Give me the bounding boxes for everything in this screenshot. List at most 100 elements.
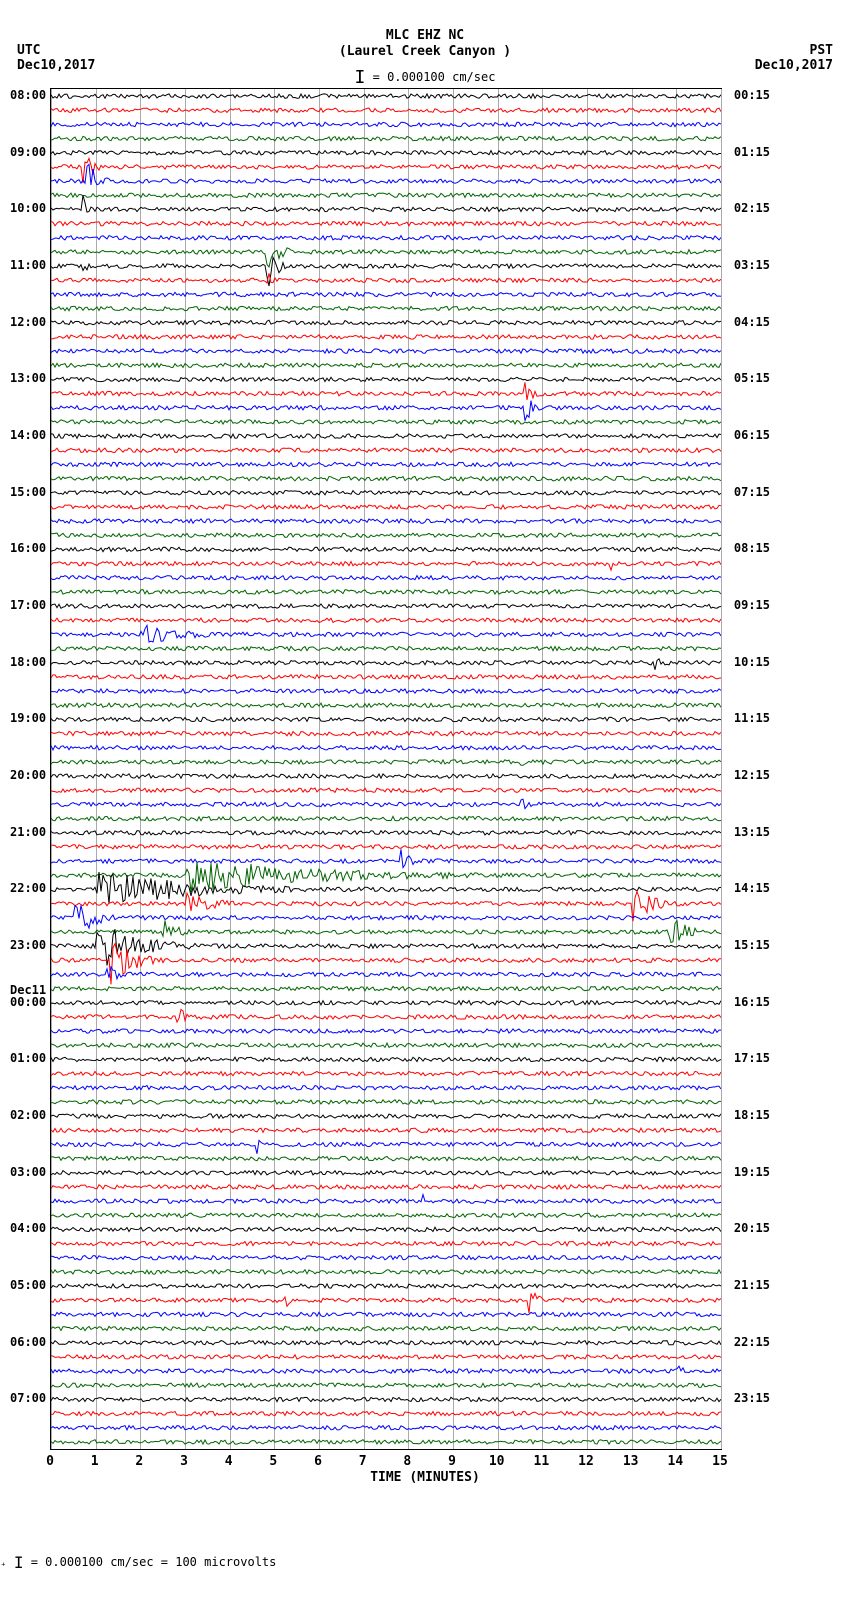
seismic-trace [51, 505, 721, 509]
seismic-trace [51, 434, 721, 438]
seismic-trace [51, 491, 721, 495]
seismic-trace [51, 1071, 721, 1075]
pst-hour-label: 10:15 [734, 655, 770, 669]
station-code: MLC EHZ NC [0, 28, 850, 44]
pst-hour-label: 19:15 [734, 1165, 770, 1179]
seismic-trace [51, 1411, 721, 1415]
footer-scale: ₊ I = 0.000100 cm/sec = 100 microvolts [0, 1553, 276, 1572]
pst-hour-label: 15:15 [734, 938, 770, 952]
utc-hour-label: 23:00 [10, 938, 46, 952]
seismic-trace [51, 561, 721, 570]
seismic-trace [51, 193, 721, 197]
x-tick: 11 [534, 1454, 550, 1469]
seismic-trace [51, 731, 721, 735]
pst-hour-label: 17:15 [734, 1051, 770, 1065]
seismic-trace [51, 1440, 721, 1444]
seismic-trace [51, 625, 721, 642]
pst-hour-label: 05:15 [734, 371, 770, 385]
x-tick: 14 [668, 1454, 684, 1469]
seismic-trace [51, 849, 721, 867]
pst-hour-label: 08:15 [734, 541, 770, 555]
seismic-trace [51, 1326, 721, 1330]
seismic-trace [51, 1383, 721, 1387]
seismogram-plot [50, 88, 722, 1450]
grid-line-vertical [721, 89, 722, 1449]
seismic-trace [51, 746, 721, 750]
seismogram-container: MLC EHZ NC (Laurel Creek Canyon ) UTC De… [0, 0, 850, 1613]
seismic-trace [51, 401, 721, 421]
x-tick: 15 [712, 1454, 728, 1469]
seismic-trace [51, 1241, 721, 1245]
seismic-trace [51, 108, 721, 112]
utc-hour-label: 09:00 [10, 145, 46, 159]
seismic-trace [51, 448, 721, 452]
x-tick: 5 [269, 1454, 277, 1469]
seismic-trace [51, 158, 721, 183]
seismic-trace [51, 986, 721, 990]
seismic-trace [51, 1128, 721, 1132]
utc-hour-label: 15:00 [10, 485, 46, 499]
pst-hour-label: 00:15 [734, 88, 770, 102]
seismic-trace [51, 590, 721, 594]
pst-hour-label: 12:15 [734, 768, 770, 782]
seismic-trace [51, 320, 721, 325]
seismic-trace [51, 257, 721, 286]
utc-hour-label: 05:00 [10, 1278, 46, 1292]
seismic-trace [51, 944, 721, 985]
footer-bar-icon: I [14, 1553, 24, 1572]
seismic-trace [51, 1010, 721, 1023]
seismic-trace [51, 195, 721, 212]
utc-hour-label: 18:00 [10, 655, 46, 669]
pst-hour-label: 21:15 [734, 1278, 770, 1292]
pst-hour-label: 22:15 [734, 1335, 770, 1349]
seismic-trace [51, 151, 721, 155]
seismic-trace [51, 1195, 721, 1204]
seismic-trace [51, 1227, 721, 1231]
x-axis-title: TIME (MINUTES) [0, 1470, 850, 1485]
seismic-trace [51, 1140, 721, 1153]
pst-hour-label: 02:15 [734, 201, 770, 215]
x-tick: 4 [225, 1454, 233, 1469]
seismic-trace [51, 462, 721, 466]
seismic-trace [51, 335, 721, 339]
utc-hour-label: 13:00 [10, 371, 46, 385]
seismic-trace [51, 1284, 721, 1288]
x-tick: 7 [359, 1454, 367, 1469]
seismic-trace [51, 547, 721, 551]
seismic-trace [51, 1312, 721, 1316]
seismic-trace [51, 675, 721, 679]
scale-text: = 0.000100 cm/sec [373, 70, 496, 84]
utc-label: UTC [17, 43, 95, 58]
pst-hour-label: 09:15 [734, 598, 770, 612]
seismic-trace [51, 1366, 721, 1373]
seismic-trace [51, 905, 721, 928]
x-tick: 3 [180, 1454, 188, 1469]
pst-hour-label: 01:15 [734, 145, 770, 159]
seismic-trace [51, 136, 721, 140]
pst-label: PST [755, 43, 833, 58]
seismic-trace [51, 967, 721, 979]
pst-hour-label: 20:15 [734, 1221, 770, 1235]
pst-hour-label: 16:15 [734, 995, 770, 1009]
seismic-trace [51, 236, 721, 240]
x-tick: 8 [403, 1454, 411, 1469]
footer-text: = 0.000100 cm/sec = 100 microvolts [31, 1555, 277, 1569]
seismic-trace [51, 816, 721, 820]
seismic-trace [51, 221, 721, 225]
x-tick: 1 [91, 1454, 99, 1469]
seismic-trace [51, 377, 721, 381]
seismic-trace [51, 1029, 721, 1033]
utc-hour-label: 08:00 [10, 88, 46, 102]
seismic-trace [51, 799, 721, 808]
pst-hour-label: 07:15 [734, 485, 770, 499]
seismic-trace [51, 872, 721, 904]
seismic-trace [51, 273, 721, 283]
pst-hour-label: 14:15 [734, 881, 770, 895]
seismic-trace [51, 576, 721, 580]
utc-hour-label: 06:00 [10, 1335, 46, 1349]
seismic-trace [51, 349, 721, 353]
utc-hour-label: 03:00 [10, 1165, 46, 1179]
seismic-trace [51, 1185, 721, 1189]
seismic-trace [51, 618, 721, 622]
seismic-trace [51, 788, 721, 792]
